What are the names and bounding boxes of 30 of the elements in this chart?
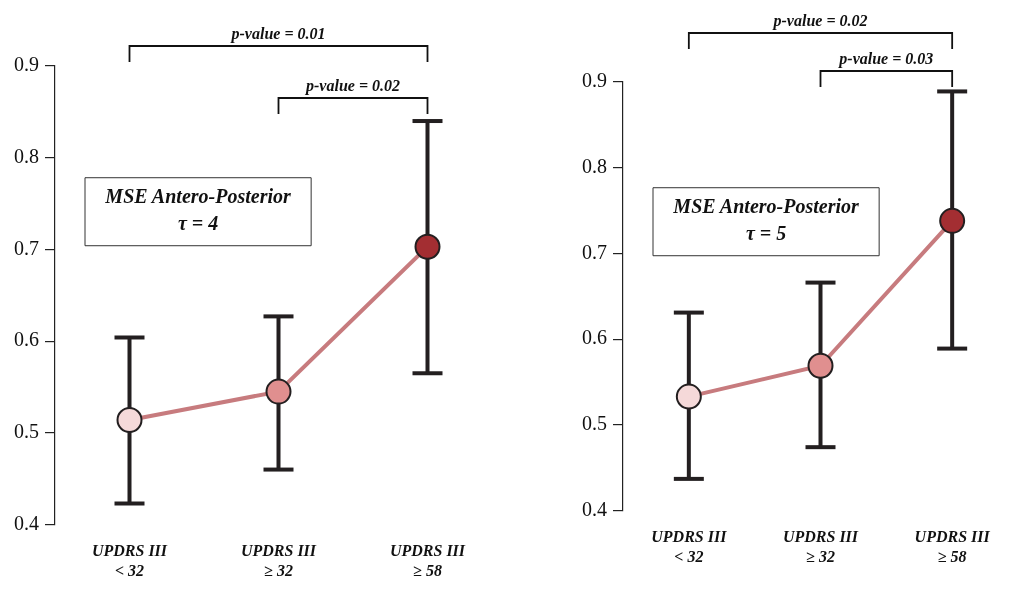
point [939,207,966,234]
x-tick-label: UPDRS III ≥ 32 [240,542,317,579]
point [414,233,441,260]
point [675,383,702,410]
annotation: p-value = 0.02 [304,77,400,96]
x-tick-label: UPDRS III ≥ 32 [782,528,859,565]
y-tick-label: 0.8 [14,144,39,167]
point [116,407,143,434]
y-tick-label: 0.4 [14,511,39,534]
y-tick-label: 0.8 [582,154,607,177]
x-tick-label: UPDRS III ≥ 58 [914,528,991,565]
point [807,352,834,379]
text: MSE Antero-Posterior τ = 5 [672,194,859,244]
y-tick-label: 0.6 [582,326,607,349]
text: MSE Antero-Posterior τ = 4 [104,184,291,234]
y-tick-label: 0.6 [14,328,39,351]
y-tick-label: 0.9 [582,69,607,92]
y-tick-label: 0.9 [14,53,39,76]
y-tick-label: 0.5 [14,420,39,443]
x-tick-label: UPDRS III < 32 [91,542,168,579]
y-tick-label: 0.7 [582,240,607,263]
x-tick-label: UPDRS III < 32 [651,528,728,565]
y-tick-label: 0.5 [582,412,607,435]
x-tick-label: UPDRS III ≥ 58 [389,542,466,579]
text: p-value = 0.01 [229,25,326,44]
text: p-value = 0.03 [837,50,934,69]
y-tick-label: 0.7 [14,236,39,259]
text: p-value = 0.02 [771,12,868,31]
y-tick-label: 0.4 [582,497,607,520]
point [265,378,292,405]
